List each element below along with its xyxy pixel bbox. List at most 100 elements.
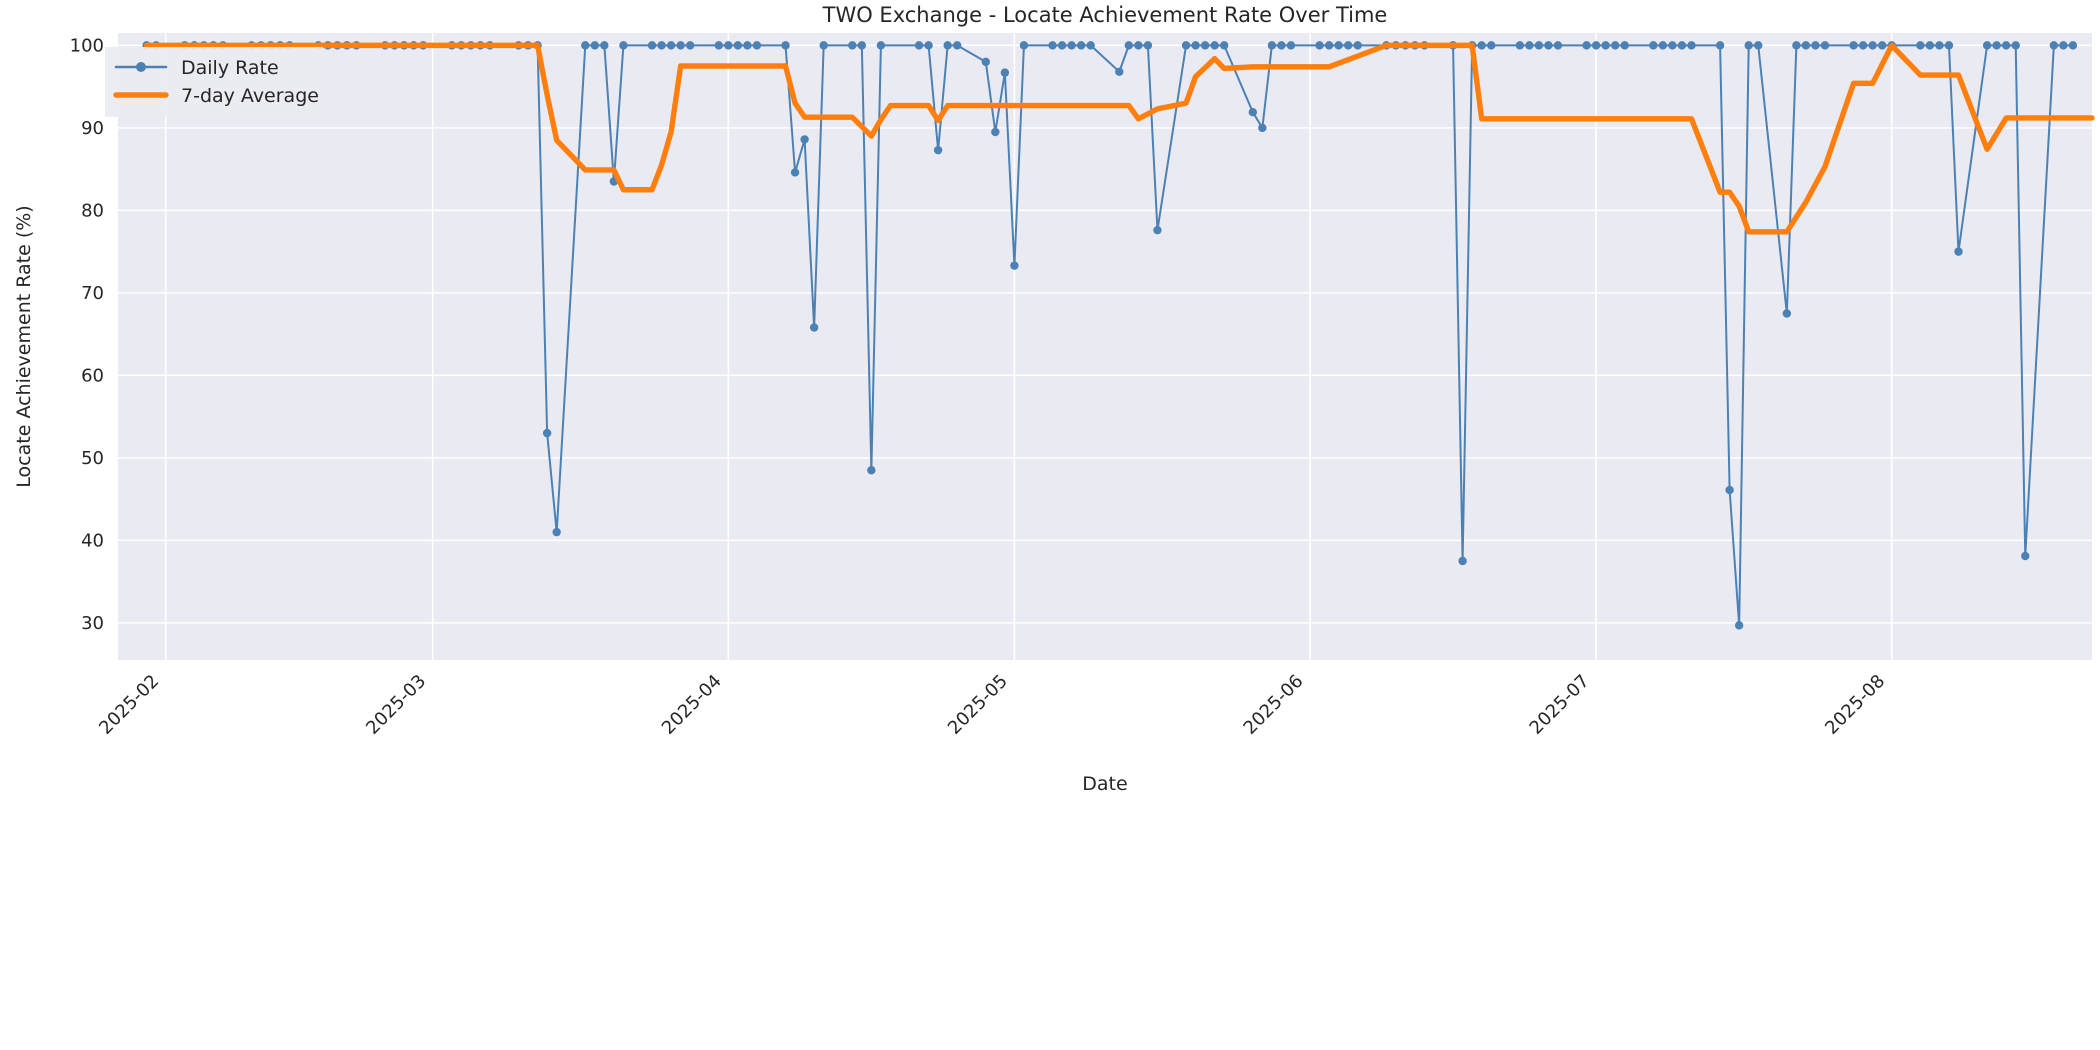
legend-item-seven-day-average[interactable]: 7-day Average [113,85,319,107]
data-point-marker [1544,41,1553,50]
x-axis-label: Date [1082,773,1127,795]
data-point-marker [1115,67,1124,76]
data-point-marker [1487,41,1496,50]
data-point-marker [1191,41,1200,50]
legend-item-daily-rate[interactable]: Daily Rate [114,57,279,79]
data-point-marker [714,41,723,50]
data-point-marker [1677,41,1687,50]
data-point-marker [1477,41,1486,50]
data-point-marker [1200,41,1210,50]
data-point-marker [1782,309,1792,318]
data-point-marker [1878,41,1887,50]
data-point-marker [1000,68,1010,77]
y-tick-label: 90 [81,118,104,139]
data-point-marker [733,41,743,50]
data-point-marker [790,168,800,177]
data-point-marker [1525,41,1534,50]
data-point-marker [1048,41,1057,50]
data-point-marker [676,41,685,50]
data-point-marker [647,41,657,50]
data-point-marker [800,135,809,144]
data-point-marker [857,41,867,50]
data-point-marker [1744,41,1753,50]
data-point-marker [876,41,886,50]
data-point-marker [1076,41,1086,50]
data-point-marker [590,41,600,50]
data-point-marker [1010,261,1019,270]
series-line-seven-day-average [143,42,2095,235]
data-point-marker [2068,41,2078,50]
data-point-marker [1181,41,1191,50]
data-point-marker [2001,41,2011,50]
chart-legend[interactable]: Daily Rate 7-day Average [105,47,323,117]
data-point-marker [1286,41,1296,50]
y-tick-label: 60 [81,365,104,386]
data-point-marker [1343,41,1353,50]
chart-title: TWO Exchange - Locate Achievement Rate O… [822,3,1388,27]
data-point-marker [581,41,590,50]
y-tick-label: 80 [81,200,104,221]
data-point-marker [1277,41,1286,50]
data-point-marker [1267,41,1277,50]
data-point-marker [981,57,990,67]
data-point-marker [1715,41,1725,50]
data-point-marker [1582,41,1591,50]
data-point-marker [1610,41,1620,50]
data-point-marker [943,41,952,50]
data-point-marker [1868,41,1877,50]
legend-label: Daily Rate [181,57,279,79]
data-point-marker [1534,41,1544,50]
data-point-marker [1811,41,1820,50]
plot-area-background [118,33,2092,660]
data-point-marker [1057,41,1067,50]
data-point-marker [685,41,695,50]
y-tick-label: 100 [70,35,104,56]
data-point-marker [2059,41,2068,50]
data-point-marker [781,41,790,50]
data-point-marker [1591,41,1601,50]
data-point-marker [991,127,1000,137]
data-point-marker [1725,485,1734,495]
data-point-marker [1124,41,1134,50]
data-point-marker [600,41,609,50]
data-point-marker [752,41,762,50]
data-point-marker [924,41,933,50]
data-point-marker [848,41,857,50]
data-point-marker [1220,41,1229,50]
data-point-marker [657,41,666,50]
data-point-marker [1153,225,1162,235]
data-point-marker [1353,41,1362,50]
data-point-marker [1620,41,1629,50]
data-point-marker [867,466,876,475]
data-point-marker [1925,41,1935,50]
data-point-marker [914,41,924,50]
y-tick-label: 40 [81,530,104,551]
y-tick-label: 30 [81,613,104,634]
data-point-marker [1754,41,1763,50]
y-axis-label: Locate Achievement Rate (%) [13,205,35,487]
data-point-marker [724,41,733,50]
data-point-marker [1086,41,1095,50]
data-point-marker [1820,41,1830,50]
y-axis-ticks: 30 40 50 60 70 80 90 100 [70,35,104,634]
data-point-marker [1916,41,1925,50]
data-point-marker [1687,41,1696,50]
y-tick-label: 50 [81,448,104,469]
data-point-marker [1553,41,1563,50]
legend-label: 7-day Average [181,85,319,107]
data-point-marker [552,527,561,537]
legend-swatch-marker [136,62,146,72]
data-point-marker [2049,41,2059,50]
data-point-marker [1067,41,1076,50]
data-point-marker [952,41,962,50]
data-point-marker [1668,41,1677,50]
data-point-marker [1792,41,1801,50]
data-point-marker [1649,41,1658,50]
y-tick-label: 70 [81,283,104,304]
data-point-marker [809,323,819,332]
data-point-marker [2011,41,2020,50]
data-point-marker [933,145,943,155]
data-point-marker [1248,108,1258,117]
